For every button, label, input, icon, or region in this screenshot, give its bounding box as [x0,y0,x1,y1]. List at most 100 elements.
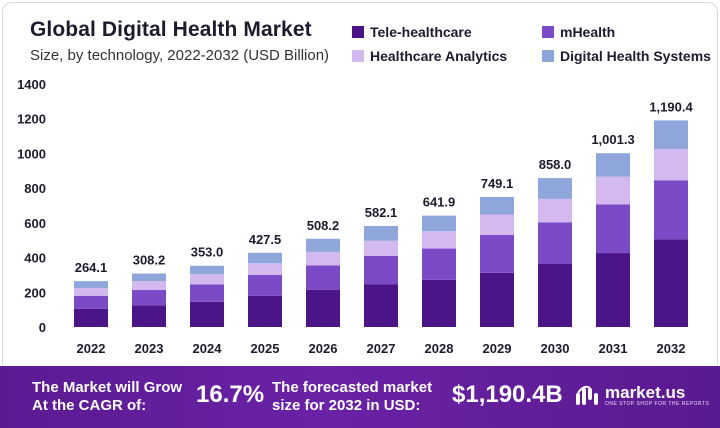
bar-segment-healthcare-analytics-2024 [190,274,224,285]
x-tick-label-2022: 2022 [77,341,106,356]
bar-segment-tele-healthcare-2027 [364,284,398,327]
total-label-2029: 749.1 [481,176,514,191]
legend-item-digital-health-systems: Digital Health Systems [542,48,711,64]
bar-segment-tele-healthcare-2029 [480,272,514,327]
bar-segment-digital-health-systems-2032 [654,120,688,150]
x-tick-label-2026: 2026 [309,341,338,356]
bar-segment-tele-healthcare-2028 [422,279,456,327]
chart-title: Global Digital Health Market [30,18,312,41]
x-tick-label-2027: 2027 [367,341,396,356]
forecast-label: The forecasted market size for 2032 in U… [272,379,432,415]
cagr-value: 16.7% [196,381,265,408]
bar-segment-healthcare-analytics-2025 [248,263,282,275]
bar-segment-tele-healthcare-2025 [248,295,282,327]
y-tick-label: 0 [39,320,46,335]
forecast-label-line1: The forecasted market [272,379,433,396]
legend-swatch [542,26,554,38]
bar-segment-tele-healthcare-2022 [74,308,108,327]
bar-segment-healthcare-analytics-2029 [480,214,514,236]
x-tick-label-2029: 2029 [483,341,512,356]
legend-swatch [542,50,554,62]
total-label-2031: 1,001.3 [591,132,634,147]
x-tick-label-2024: 2024 [193,341,223,356]
bar-segment-mhealth-2031 [596,204,630,254]
market-us-logo-icon [575,385,601,407]
brand-logo[interactable]: market.us ONE STOP SHOP FOR THE REPORTS [575,384,709,407]
bar-segment-mhealth-2029 [480,235,514,273]
bar-segment-digital-health-systems-2028 [422,215,456,232]
forecast-value: $1,190.4B [452,381,563,408]
bar-segment-healthcare-analytics-2032 [654,149,688,181]
total-label-2026: 508.2 [307,218,340,233]
bar-segment-mhealth-2032 [654,180,688,240]
bar-segment-digital-health-systems-2024 [190,265,224,275]
legend-label: Healthcare Analytics [370,48,508,64]
forecast-label-line2: size for 2032 in USD: [272,397,421,414]
y-tick-label: 1400 [17,77,46,92]
total-label-2030: 858.0 [539,157,572,172]
bar-segment-healthcare-analytics-2031 [596,176,630,205]
bar-segment-healthcare-analytics-2027 [364,240,398,256]
total-label-2025: 427.5 [249,232,282,247]
bar-segment-mhealth-2026 [306,265,340,290]
bar-segment-healthcare-analytics-2028 [422,231,456,249]
footer-banner [0,366,720,428]
bar-segment-mhealth-2022 [74,295,108,309]
bar-segment-mhealth-2024 [190,284,224,302]
bar-segment-mhealth-2028 [422,248,456,280]
bar-segment-healthcare-analytics-2026 [306,251,340,266]
x-tick-label-2031: 2031 [599,341,628,356]
bar-segment-digital-health-systems-2031 [596,153,630,177]
legend-item-mhealth: mHealth [542,24,615,40]
x-tick-label-2032: 2032 [657,341,686,356]
bar-segment-healthcare-analytics-2030 [538,198,572,223]
bar-segment-mhealth-2030 [538,222,572,264]
x-tick-label-2028: 2028 [425,341,454,356]
y-tick-label: 400 [24,251,46,266]
chart-subtitle: Size, by technology, 2022-2032 (USD Bill… [30,47,330,64]
legend-label: Digital Health Systems [560,48,711,64]
bar-segment-healthcare-analytics-2022 [74,288,108,296]
total-label-2032: 1,190.4 [649,99,693,114]
legend-item-healthcare-analytics: Healthcare Analytics [352,48,507,64]
brand-tagline: ONE STOP SHOP FOR THE REPORTS [605,401,710,407]
bar-segment-digital-health-systems-2027 [364,225,398,241]
bar-segment-digital-health-systems-2029 [480,196,514,215]
bar-segment-digital-health-systems-2025 [248,252,282,264]
legend-label: Tele-healthcare [370,24,472,40]
bar-segment-tele-healthcare-2031 [596,253,630,327]
total-label-2023: 308.2 [133,253,166,268]
bar-segment-tele-healthcare-2024 [190,301,224,327]
y-tick-label: 800 [24,181,46,196]
y-tick-label: 200 [24,285,46,300]
y-tick-label: 1000 [17,146,46,161]
y-tick-label: 1200 [17,112,46,127]
y-tick-label: 600 [24,216,46,231]
bar-segment-healthcare-analytics-2023 [132,281,166,291]
cagr-label-line2: At the CAGR of: [32,397,147,414]
x-tick-label-2025: 2025 [251,341,280,356]
bar-segment-digital-health-systems-2026 [306,238,340,252]
bar-chart: 0 200 400 600 800 1000 1200 1400 264.1 2022 308.2 2… [17,77,693,356]
total-label-2027: 582.1 [365,205,398,220]
bar-segment-tele-healthcare-2032 [654,239,688,327]
bar-segment-mhealth-2025 [248,274,282,296]
x-tick-label-2023: 2023 [135,341,164,356]
bar-segment-digital-health-systems-2022 [74,281,108,289]
bar-segment-mhealth-2027 [364,255,398,285]
bar-segment-tele-healthcare-2023 [132,305,166,327]
brand-name: market.us [605,383,686,402]
bar-segment-tele-healthcare-2026 [306,289,340,327]
bar-segment-tele-healthcare-2030 [538,263,572,327]
bar-segment-digital-health-systems-2030 [538,178,572,199]
legend-label: mHealth [560,24,616,40]
bar-segment-mhealth-2023 [132,290,166,306]
total-label-2024: 353.0 [191,245,224,260]
legend-swatch [352,26,364,38]
x-tick-label-2030: 2030 [541,341,570,356]
legend-item-tele-healthcare: Tele-healthcare [352,24,472,40]
cagr-label: The Market will Grow At the CAGR of: [32,379,182,415]
total-label-2028: 641.9 [423,195,456,210]
cagr-label-line1: The Market will Grow [32,379,183,396]
total-label-2022: 264.1 [75,260,108,275]
